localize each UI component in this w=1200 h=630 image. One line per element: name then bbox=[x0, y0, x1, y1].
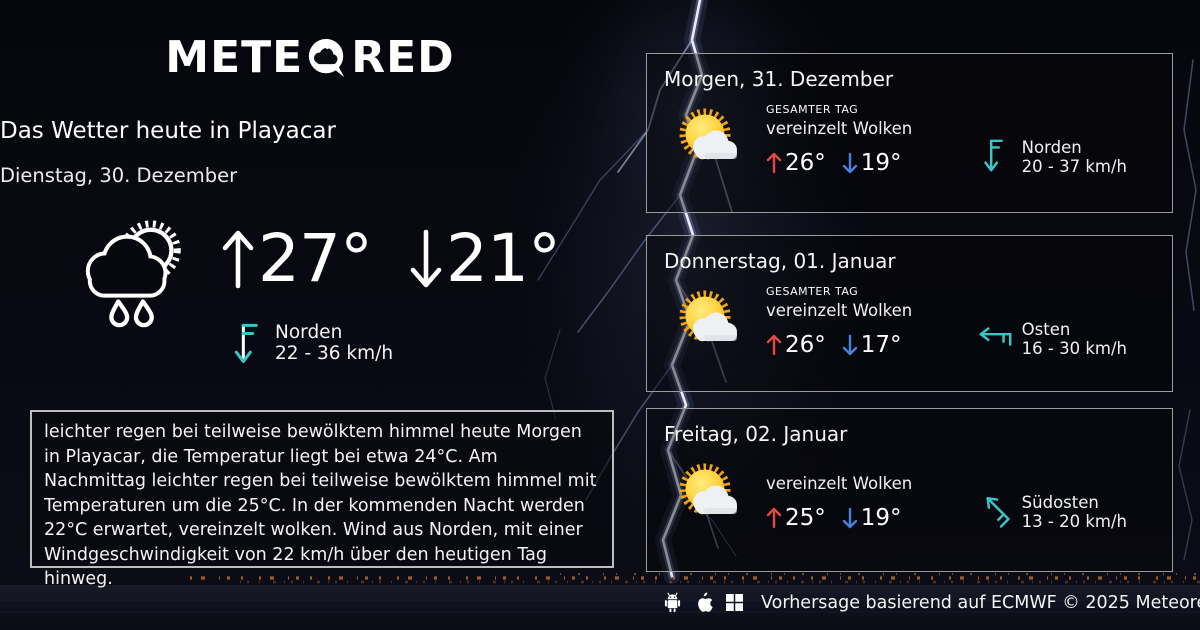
android-icon[interactable] bbox=[662, 592, 683, 613]
arrow-up-icon bbox=[766, 507, 782, 529]
forecast-card-friday[interactable]: Freitag, 02. Januar vereinzelt Wolken bbox=[646, 408, 1173, 572]
arrow-down-icon bbox=[842, 334, 857, 356]
forecast-summary: leichter regen bei teilweise bewölktem h… bbox=[30, 410, 614, 589]
sun-cloud-icon bbox=[679, 108, 737, 160]
card-period-label: GESAMTER TAG bbox=[766, 103, 859, 116]
card-temp-min: 19° bbox=[860, 505, 902, 531]
today-temperatures: 27° 21° bbox=[220, 220, 561, 297]
today-temp-min: 21° bbox=[445, 220, 561, 297]
card-wind-speed: 20 - 37 km/h bbox=[1021, 157, 1127, 176]
card-temperatures: 26° 19° bbox=[766, 150, 956, 176]
card-temperatures: 26° 17° bbox=[766, 332, 956, 358]
card-wind-direction: Südosten bbox=[1021, 493, 1099, 512]
windows-icon[interactable] bbox=[726, 592, 743, 613]
card-period-label bbox=[766, 458, 956, 471]
card-temp-min: 17° bbox=[860, 332, 902, 358]
sun-cloud-icon bbox=[679, 463, 737, 515]
rain-partly-cloudy-icon bbox=[85, 220, 181, 328]
today-temp-max: 27° bbox=[258, 220, 373, 297]
card-period-label: GESAMTER TAG bbox=[766, 285, 859, 298]
meteored-logo[interactable]: METE RED bbox=[0, 36, 620, 80]
card-wind-speed: 16 - 30 km/h bbox=[1021, 339, 1127, 358]
page-date: Dienstag, 30. Dezember bbox=[0, 164, 238, 187]
card-condition: vereinzelt Wolken bbox=[766, 119, 913, 138]
wind-from-north-icon bbox=[234, 323, 258, 364]
arrow-up-icon bbox=[766, 152, 782, 174]
card-wind-direction: Norden bbox=[1021, 138, 1082, 157]
card-condition: vereinzelt Wolken bbox=[766, 474, 913, 493]
card-wind: Osten 16 - 30 km/h bbox=[979, 319, 1127, 358]
card-temp-max: 26° bbox=[785, 332, 826, 358]
wind-from-southeast-icon bbox=[986, 497, 1010, 528]
card-temp-max: 25° bbox=[785, 505, 826, 531]
arrow-up-icon bbox=[222, 230, 254, 289]
sun-cloud-icon bbox=[679, 290, 737, 342]
card-condition: vereinzelt Wolken bbox=[766, 301, 913, 320]
card-temperatures: 25° 19° bbox=[766, 505, 956, 531]
arrow-down-icon bbox=[410, 229, 442, 288]
card-wind: Südosten 13 - 20 km/h bbox=[982, 492, 1127, 531]
card-day-label: Morgen, 31. Dezember bbox=[664, 67, 894, 91]
arrow-down-icon bbox=[842, 152, 857, 174]
card-day-label: Freitag, 02. Januar bbox=[664, 422, 848, 446]
card-wind: Norden 20 - 37 km/h bbox=[982, 137, 1127, 176]
forecast-card-tomorrow[interactable]: Morgen, 31. Dezember bbox=[646, 53, 1173, 213]
footer: Vorhersage basierend auf ECMWF © 2025 Me… bbox=[662, 592, 1200, 613]
wind-from-north-icon bbox=[983, 139, 1003, 172]
current-weather: 27° 21° bbox=[76, 218, 561, 330]
card-wind-direction: Osten bbox=[1021, 320, 1071, 339]
arrow-down-icon bbox=[842, 507, 857, 529]
cloud-speech-bubble-icon bbox=[309, 38, 345, 78]
today-wind-direction: Norden bbox=[275, 322, 343, 343]
page-title: Das Wetter heute in Playacar bbox=[0, 118, 336, 144]
today-wind-speed: 22 - 36 km/h bbox=[275, 342, 394, 364]
attribution-text: Vorhersage basierend auf ECMWF © 2025 Me… bbox=[761, 592, 1200, 613]
arrow-up-icon bbox=[766, 334, 782, 356]
apple-icon[interactable] bbox=[695, 592, 714, 613]
logo-text-left: METE bbox=[165, 32, 304, 83]
logo-text-right: RED bbox=[351, 32, 455, 83]
forecast-card-thursday[interactable]: Donnerstag, 01. Januar GESAMTER TAG vere… bbox=[646, 235, 1173, 392]
card-day-label: Donnerstag, 01. Januar bbox=[664, 249, 896, 273]
today-wind: Norden 22 - 36 km/h bbox=[234, 320, 393, 368]
card-temp-min: 19° bbox=[860, 150, 902, 176]
wind-from-east-icon bbox=[979, 327, 1012, 346]
card-wind-speed: 13 - 20 km/h bbox=[1021, 512, 1127, 531]
card-temp-max: 26° bbox=[785, 150, 826, 176]
